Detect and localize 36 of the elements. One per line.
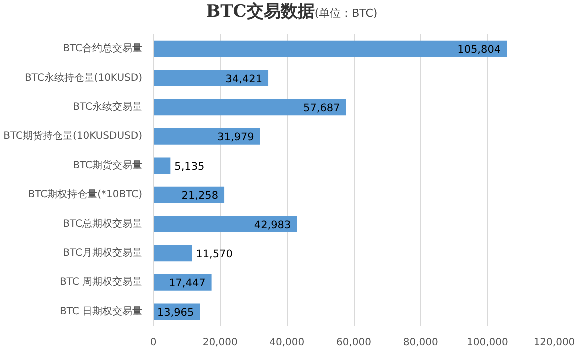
bar — [154, 128, 260, 145]
data-label: 11,570 — [196, 248, 233, 260]
y-tick-label: BTC永续持仓量(10KUSD) — [24, 72, 143, 84]
x-tick-label: 80,000 — [403, 338, 438, 348]
x-tick-label: 60,000 — [336, 338, 372, 348]
chart-title: BTC交易数据 — [206, 2, 315, 22]
x-tick-label: 120,000 — [534, 338, 576, 348]
x-tick-label: 100,000 — [466, 338, 508, 348]
data-label: 34,421 — [226, 73, 263, 86]
data-label: 31,979 — [218, 132, 254, 144]
y-tick-label: BTC期权持仓量(*10BTC) — [28, 188, 143, 201]
y-tick-label: BTC总期权交易量 — [63, 218, 143, 230]
x-tick-label: 40,000 — [270, 338, 305, 348]
bar — [154, 99, 346, 116]
bar — [154, 216, 298, 232]
y-tick-label: BTC永续交易量 — [73, 101, 143, 113]
data-label: 57,687 — [304, 102, 340, 114]
data-label: 5,135 — [174, 160, 205, 173]
y-tick-label: BTC 周期权交易量 — [60, 276, 143, 288]
y-tick-label: BTC期货持仓量(10KUSDUSD) — [4, 130, 143, 142]
y-tick-label: BTC月期权交易量 — [63, 247, 143, 259]
data-label: 13,965 — [157, 306, 194, 319]
data-label: 21,258 — [182, 190, 219, 202]
y-tick-label: BTC期货交易量 — [73, 159, 143, 172]
bar — [154, 158, 171, 174]
x-tick-label: 20,000 — [202, 338, 238, 348]
x-tick-label: 0 — [150, 338, 157, 348]
y-tick-label: BTC合约总交易量 — [63, 42, 143, 55]
y-tick-label: BTC 日期权交易量 — [60, 305, 143, 318]
bar — [154, 70, 269, 86]
data-label: 42,983 — [254, 219, 292, 232]
bar — [154, 40, 508, 58]
data-label: 17,447 — [169, 278, 206, 290]
data-label: 105,804 — [458, 44, 502, 56]
chart-subtitle: (单位：BTC) — [314, 7, 378, 20]
bar — [154, 245, 192, 262]
